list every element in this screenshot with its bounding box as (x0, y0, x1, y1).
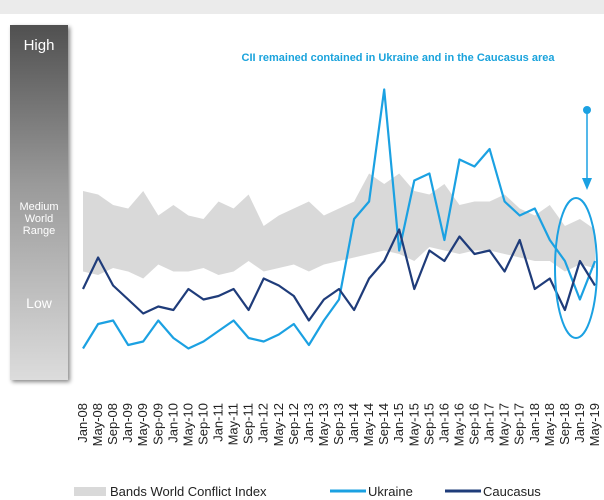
legend-label: Ukraine (368, 484, 413, 499)
x-tick-label: Jan-15 (391, 403, 406, 443)
arrow-head (582, 178, 592, 190)
legend-label: Caucasus (483, 484, 541, 499)
x-tick-label: Jan-17 (482, 403, 497, 443)
x-tick-label: Sep-18 (557, 403, 572, 445)
x-tick-label: Jan-13 (301, 403, 316, 443)
x-tick-label: May-09 (135, 403, 150, 446)
x-tick-label: May-10 (180, 403, 195, 446)
x-tick-label: Jan-16 (436, 403, 451, 443)
x-tick-label: May-19 (587, 403, 602, 446)
x-tick-label: Sep-09 (150, 403, 165, 445)
x-tick-label: Sep-15 (421, 403, 436, 445)
series-line (82, 228, 596, 322)
series-line (82, 88, 597, 350)
scale-low: Low (26, 295, 52, 311)
scale-medium: Medium World Range (19, 201, 59, 237)
scale-panel: High Medium World Range Low (10, 25, 68, 380)
x-tick-label: May-14 (361, 403, 376, 446)
x-tick-label: May-16 (451, 403, 466, 446)
band-area (83, 173, 595, 279)
x-tick-label: Jan-11 (211, 403, 226, 442)
x-tick-label: Sep-14 (376, 403, 391, 445)
x-tick-label: Jan-19 (572, 403, 587, 443)
x-tick-label: May-11 (226, 403, 241, 445)
x-tick-label: May-15 (406, 403, 421, 446)
x-tick-label: Sep-13 (331, 403, 346, 445)
x-tick-label: Jan-10 (165, 403, 180, 443)
highlight-ellipse (554, 197, 598, 339)
x-tick-label: Jan-14 (346, 403, 361, 443)
x-tick-label: May-13 (316, 403, 331, 446)
legend-swatch (74, 487, 106, 496)
annotation: CII remained contained in Ukraine and in… (242, 52, 556, 64)
x-tick-label: Sep-10 (195, 403, 210, 445)
legend-label: Bands World Conflict Index (110, 484, 267, 499)
x-tick-label: Jan-09 (120, 403, 135, 443)
x-tick-label: May-18 (542, 403, 557, 446)
x-tick-label: Sep-16 (467, 403, 482, 445)
x-tick-label: Jan-08 (75, 403, 90, 443)
x-tick-label: Sep-17 (512, 403, 527, 445)
top-strip (0, 0, 604, 14)
x-tick-label: Jan-18 (527, 403, 542, 443)
x-tick-label: Jan-12 (256, 403, 271, 443)
x-tick-label: May-08 (90, 403, 105, 446)
scale-high: High (23, 37, 55, 54)
x-tick-label: May-17 (497, 403, 512, 446)
x-tick-label: Sep-12 (286, 403, 301, 445)
x-tick-label: Sep-08 (105, 403, 120, 445)
x-tick-label: May-12 (271, 403, 286, 446)
x-tick-label: Sep-11 (241, 403, 256, 444)
